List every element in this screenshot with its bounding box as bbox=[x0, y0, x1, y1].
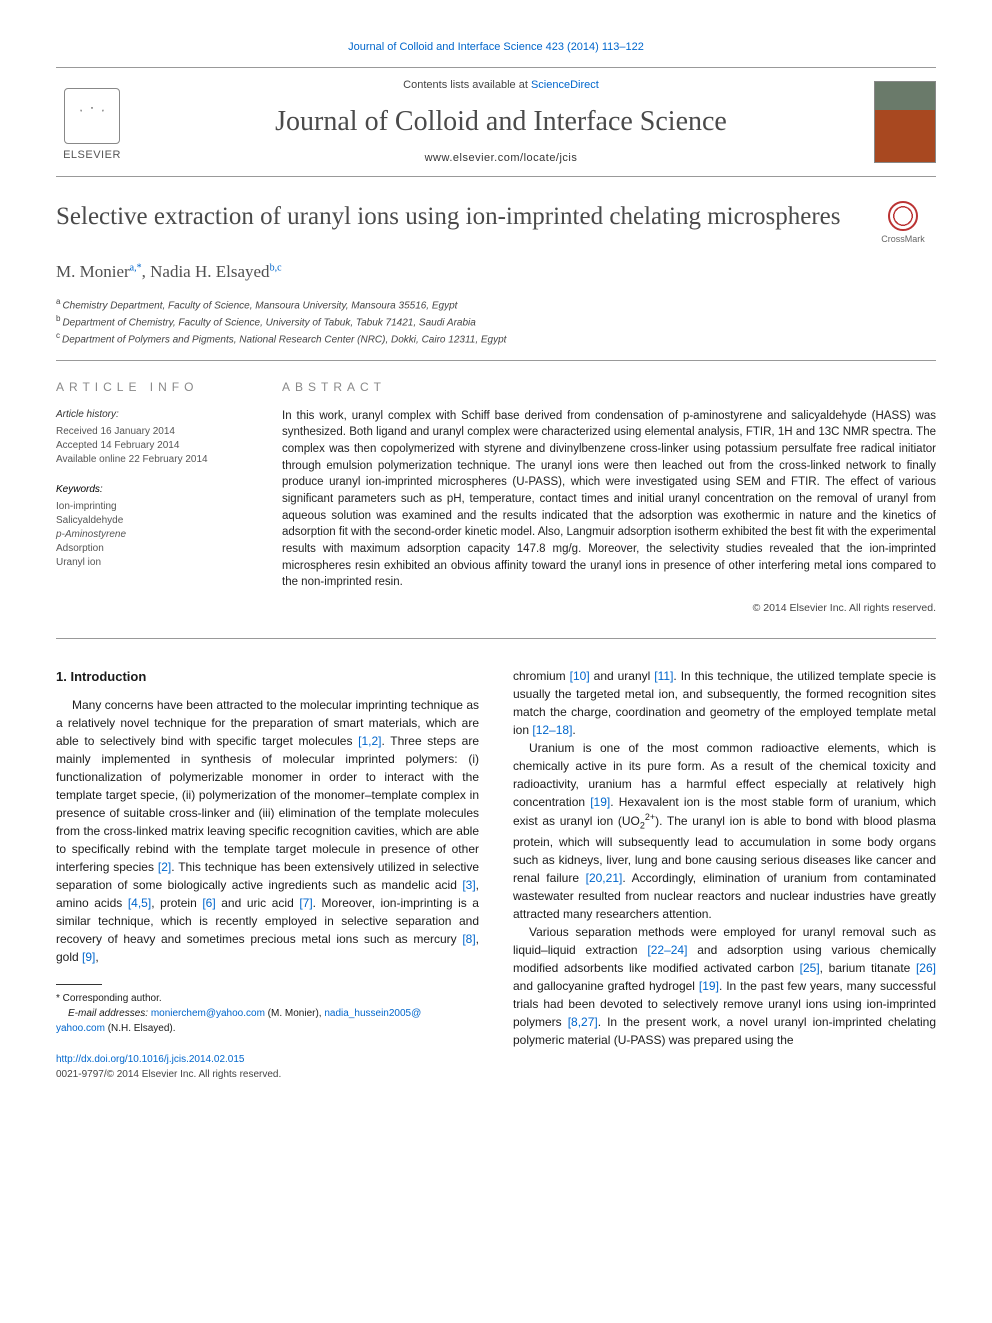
author-email-link[interactable]: monierchem@yahoo.com bbox=[151, 1008, 265, 1019]
body-text: and uric acid bbox=[216, 896, 300, 910]
paragraph: Various separation methods were employed… bbox=[513, 923, 936, 1049]
email-attr: (M. Monier), bbox=[265, 1008, 324, 1019]
crossmark-badge[interactable]: CrossMark bbox=[870, 201, 936, 246]
article-info-block: ARTICLE INFO Article history: Received 1… bbox=[56, 379, 246, 616]
body-text: . bbox=[572, 723, 575, 737]
affiliation-b: bDepartment of Chemistry, Faculty of Sci… bbox=[56, 313, 936, 330]
journal-name: Journal of Colloid and Interface Science bbox=[146, 102, 856, 141]
author-email-link[interactable]: nadia_hussein2005@ bbox=[324, 1008, 421, 1019]
citation-link[interactable]: [10] bbox=[570, 669, 590, 683]
article-history-label: Article history: bbox=[56, 408, 246, 422]
affiliation-list: aChemistry Department, Faculty of Scienc… bbox=[56, 296, 936, 348]
body-text: , barium titanate bbox=[820, 961, 916, 975]
formula-sup: 2+ bbox=[645, 812, 655, 822]
author-2: Nadia H. Elsayed bbox=[150, 262, 269, 281]
journal-cover-thumbnail bbox=[874, 81, 936, 163]
journal-homepage: www.elsevier.com/locate/jcis bbox=[146, 151, 856, 166]
citation-link[interactable]: [3] bbox=[462, 878, 475, 892]
column-left: 1. Introduction Many concerns have been … bbox=[56, 667, 479, 1083]
affil-text: Department of Chemistry, Faculty of Scie… bbox=[62, 317, 475, 328]
sciencedirect-link[interactable]: ScienceDirect bbox=[531, 79, 599, 91]
keyword: Ion-imprinting bbox=[56, 500, 246, 514]
elsevier-logo: ELSEVIER bbox=[56, 81, 128, 163]
citation-link[interactable]: [1,2] bbox=[358, 734, 381, 748]
affil-marker: b bbox=[56, 314, 60, 323]
abstract-text: In this work, uranyl complex with Schiff… bbox=[282, 408, 936, 591]
keyword: Salicyaldehyde bbox=[56, 514, 246, 528]
contents-available-line: Contents lists available at ScienceDirec… bbox=[146, 78, 856, 93]
abstract-header: ABSTRACT bbox=[282, 379, 936, 396]
accepted-date: Accepted 14 February 2014 bbox=[56, 439, 246, 453]
email-attr: (N.H. Elsayed). bbox=[105, 1023, 176, 1034]
received-date: Received 16 January 2014 bbox=[56, 425, 246, 439]
contents-prefix: Contents lists available at bbox=[403, 79, 531, 91]
body-text: and gallocyanine grafted hydrogel bbox=[513, 979, 699, 993]
crossmark-label: CrossMark bbox=[881, 233, 925, 246]
keywords-label: Keywords: bbox=[56, 483, 246, 497]
affiliation-c: cDepartment of Polymers and Pigments, Na… bbox=[56, 330, 936, 347]
author-1-affil: a, bbox=[130, 262, 137, 273]
publisher-name: ELSEVIER bbox=[63, 148, 121, 163]
online-date: Available online 22 February 2014 bbox=[56, 453, 246, 467]
author-2-affil: b,c bbox=[270, 262, 282, 273]
doi-link[interactable]: http://dx.doi.org/10.1016/j.jcis.2014.02… bbox=[56, 1054, 244, 1065]
body-text: and uranyl bbox=[590, 669, 655, 683]
affil-text: Department of Polymers and Pigments, Nat… bbox=[62, 335, 506, 346]
citation-link[interactable]: [8] bbox=[462, 932, 475, 946]
citation-link[interactable]: [26] bbox=[916, 961, 936, 975]
citation-link[interactable]: [6] bbox=[202, 896, 215, 910]
journal-issue-link[interactable]: Journal of Colloid and Interface Science… bbox=[348, 41, 644, 53]
citation-link[interactable]: [19] bbox=[590, 795, 610, 809]
citation-link[interactable]: [22–24] bbox=[647, 943, 687, 957]
author-separator: , bbox=[142, 262, 151, 281]
section-title: Introduction bbox=[70, 669, 146, 684]
citation-link[interactable]: [8,27] bbox=[568, 1015, 598, 1029]
section-number: 1. bbox=[56, 669, 67, 684]
paragraph: Many concerns have been attracted to the… bbox=[56, 696, 479, 966]
keyword: Uranyl ion bbox=[56, 556, 246, 570]
issn-copyright: 0021-9797/© 2014 Elsevier Inc. All right… bbox=[56, 1067, 479, 1082]
elsevier-tree-icon bbox=[64, 88, 120, 144]
citation-link[interactable]: [19] bbox=[699, 979, 719, 993]
corresponding-author-note: * Corresponding author. E-mail addresses… bbox=[56, 991, 479, 1036]
paragraph: Uranium is one of the most common radioa… bbox=[513, 739, 936, 923]
paragraph: chromium [10] and uranyl [11]. In this t… bbox=[513, 667, 936, 739]
crossmark-icon bbox=[888, 201, 918, 231]
affil-text: Chemistry Department, Faculty of Science… bbox=[62, 300, 457, 311]
body-text: , bbox=[95, 950, 98, 964]
body-columns: 1. Introduction Many concerns have been … bbox=[56, 667, 936, 1083]
body-text: , protein bbox=[151, 896, 202, 910]
article-info-header: ARTICLE INFO bbox=[56, 379, 246, 396]
citation-link[interactable]: [4,5] bbox=[128, 896, 151, 910]
author-email-link-cont[interactable]: yahoo.com bbox=[56, 1023, 105, 1034]
author-1: M. Monier bbox=[56, 262, 130, 281]
citation-link[interactable]: [12–18] bbox=[532, 723, 572, 737]
footnote-separator bbox=[56, 984, 102, 985]
article-title: Selective extraction of uranyl ions usin… bbox=[56, 201, 856, 232]
journal-header: ELSEVIER Contents lists available at Sci… bbox=[56, 67, 936, 177]
corr-author-label: * Corresponding author. bbox=[56, 991, 479, 1006]
citation-link[interactable]: [9] bbox=[82, 950, 95, 964]
keyword: Adsorption bbox=[56, 542, 246, 556]
citation-link[interactable]: [2] bbox=[158, 860, 171, 874]
author-list: M. Moniera,*, Nadia H. Elsayedb,c bbox=[56, 260, 936, 284]
email-label: E-mail addresses: bbox=[68, 1008, 148, 1019]
keyword: p-Aminostyrene bbox=[56, 528, 246, 542]
affil-marker: c bbox=[56, 331, 60, 340]
section-heading: 1. Introduction bbox=[56, 667, 479, 687]
abstract-copyright: © 2014 Elsevier Inc. All rights reserved… bbox=[282, 601, 936, 616]
abstract-block: ABSTRACT In this work, uranyl complex wi… bbox=[282, 379, 936, 616]
affil-marker: a bbox=[56, 297, 60, 306]
article-info-abstract-row: ARTICLE INFO Article history: Received 1… bbox=[56, 360, 936, 639]
doi-block: http://dx.doi.org/10.1016/j.jcis.2014.02… bbox=[56, 1052, 479, 1082]
citation-link[interactable]: [11] bbox=[654, 669, 673, 683]
body-text: . Three steps are mainly implemented in … bbox=[56, 734, 479, 874]
citation-link[interactable]: [7] bbox=[299, 896, 312, 910]
citation-link[interactable]: [25] bbox=[800, 961, 820, 975]
top-citation: Journal of Colloid and Interface Science… bbox=[56, 40, 936, 55]
body-text: chromium bbox=[513, 669, 570, 683]
citation-link[interactable]: [20,21] bbox=[586, 871, 623, 885]
affiliation-a: aChemistry Department, Faculty of Scienc… bbox=[56, 296, 936, 313]
column-right: chromium [10] and uranyl [11]. In this t… bbox=[513, 667, 936, 1083]
